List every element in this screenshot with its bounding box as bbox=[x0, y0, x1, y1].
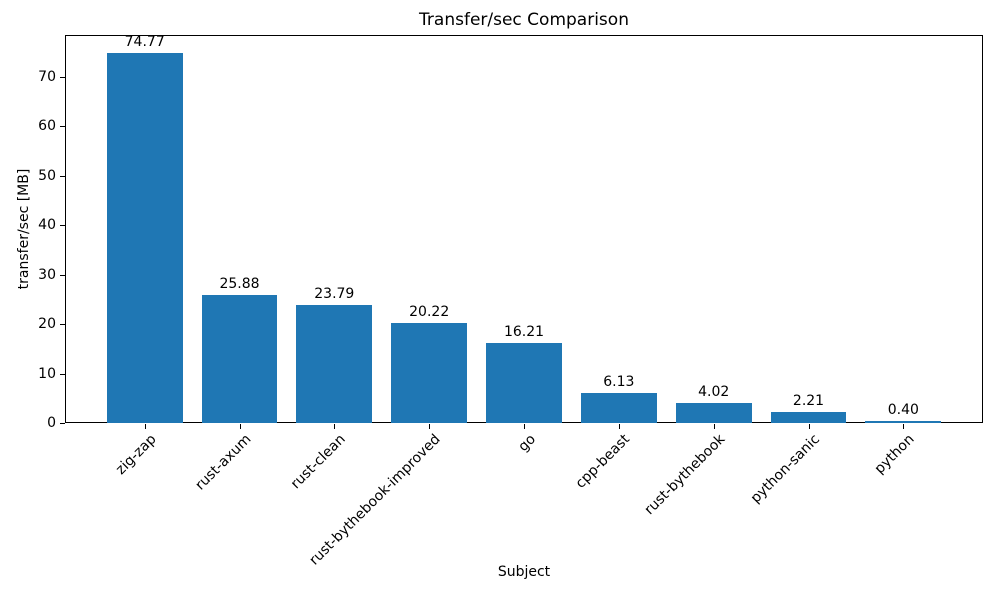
x-tick-mark bbox=[144, 424, 146, 429]
bar-zig-zap bbox=[106, 53, 183, 423]
bar-value-label: 16.21 bbox=[503, 323, 545, 340]
x-tick-mark bbox=[903, 424, 905, 429]
y-tick-label: 40 bbox=[38, 217, 56, 233]
x-tick-label-zig-zap: zig-zap bbox=[112, 431, 160, 478]
bar-rust-bythebook bbox=[675, 403, 752, 423]
bar-rust-axum bbox=[201, 294, 278, 423]
bar-rust-clean bbox=[296, 305, 373, 423]
x-tick-label-rust-clean: rust-clean bbox=[288, 431, 349, 493]
y-tick-label: 10 bbox=[38, 365, 56, 382]
x-tick-mark bbox=[618, 424, 620, 429]
x-tick-label-rust-bythebook: rust-bythebook bbox=[641, 431, 729, 519]
y-tick-label: 60 bbox=[38, 118, 56, 135]
bar-value-label: 4.02 bbox=[698, 384, 730, 401]
y-tick-mark bbox=[60, 76, 65, 78]
y-tick-mark bbox=[60, 373, 65, 375]
y-tick-label: 30 bbox=[38, 266, 56, 283]
x-axis-label: Subject bbox=[497, 564, 551, 580]
y-tick-mark bbox=[60, 175, 65, 177]
bar-value-label: 2.21 bbox=[792, 393, 825, 410]
chart-title: Transfer/sec Comparison bbox=[419, 10, 629, 30]
bar-python bbox=[865, 421, 942, 423]
y-tick-mark bbox=[60, 126, 65, 128]
x-tick-label-python: python bbox=[871, 431, 918, 478]
bar-value-label: 23.79 bbox=[314, 286, 355, 303]
y-tick-label: 0 bbox=[47, 415, 56, 431]
y-tick-mark bbox=[60, 225, 65, 226]
y-tick-label: 50 bbox=[38, 167, 56, 184]
x-tick-label-rust-axum: rust-axum bbox=[191, 431, 255, 494]
y-tick-mark bbox=[60, 423, 65, 424]
x-tick-mark bbox=[713, 424, 715, 429]
y-tick-label: 70 bbox=[38, 68, 56, 85]
y-tick-mark bbox=[60, 324, 65, 325]
bar-rust-bythebook-improved bbox=[391, 322, 468, 423]
y-axis-label: transfer/sec [MB] bbox=[16, 168, 32, 290]
y-tick-label: 20 bbox=[38, 316, 56, 332]
x-tick-label-cpp-beast: cpp-beast bbox=[573, 431, 634, 492]
x-tick-mark bbox=[429, 424, 431, 429]
x-tick-mark bbox=[334, 424, 336, 429]
bar-cpp-beast bbox=[580, 392, 657, 423]
x-tick-label-go: go bbox=[514, 431, 539, 455]
y-tick-mark bbox=[60, 274, 65, 276]
bar-value-label: 20.22 bbox=[409, 303, 450, 320]
x-tick-label-python-sanic: python-sanic bbox=[747, 431, 824, 507]
bar-value-label: 0.40 bbox=[887, 402, 919, 418]
bar-python-sanic bbox=[770, 412, 847, 423]
x-tick-mark bbox=[239, 424, 241, 429]
bar-value-label: 25.88 bbox=[219, 275, 260, 292]
x-tick-mark bbox=[524, 424, 525, 429]
bar-value-label: 6.13 bbox=[603, 373, 635, 390]
bar-go bbox=[486, 342, 562, 423]
x-tick-mark bbox=[808, 424, 810, 429]
bar-value-label: 74.77 bbox=[124, 34, 165, 50]
